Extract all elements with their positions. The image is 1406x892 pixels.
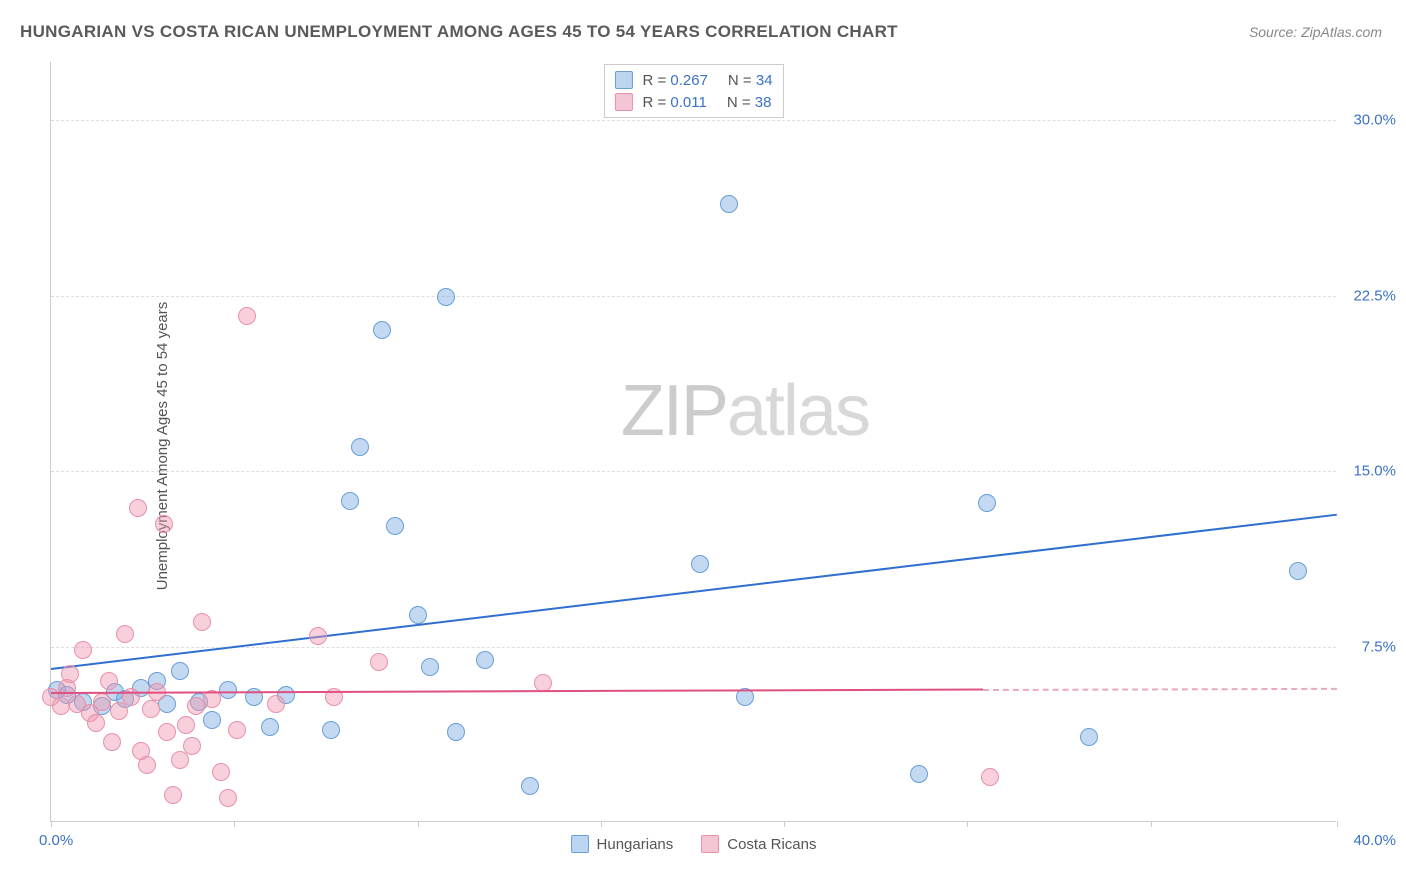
series-legend-label: Hungarians (597, 836, 674, 853)
data-point (228, 721, 246, 739)
series-legend-item: Costa Ricans (701, 835, 816, 853)
data-point (267, 695, 285, 713)
data-point (177, 716, 195, 734)
series-legend-item: Hungarians (571, 835, 674, 853)
legend-n-value: N = 38 (727, 94, 772, 111)
data-point (370, 653, 388, 671)
series-legend-label: Costa Ricans (727, 836, 816, 853)
data-point (261, 718, 279, 736)
data-point (183, 737, 201, 755)
data-point (309, 627, 327, 645)
data-point (74, 641, 92, 659)
gridline (51, 471, 1336, 472)
legend-row: R = 0.011 N = 38 (614, 91, 772, 113)
data-point (164, 786, 182, 804)
legend-r-value: R = 0.011 (642, 94, 706, 111)
y-tick-label: 15.0% (1341, 463, 1396, 480)
data-point (93, 693, 111, 711)
data-point (100, 672, 118, 690)
data-point (116, 625, 134, 643)
data-point (142, 700, 160, 718)
data-point (52, 697, 70, 715)
x-tick-mark (234, 821, 235, 827)
trend-line (51, 689, 983, 695)
y-tick-label: 7.5% (1341, 638, 1396, 655)
data-point (203, 711, 221, 729)
data-point (1080, 728, 1098, 746)
x-tick-mark (418, 821, 419, 827)
data-point (193, 613, 211, 631)
data-point (322, 721, 340, 739)
data-point (110, 702, 128, 720)
legend-r-value: R = 0.267 (642, 72, 707, 89)
data-point (171, 751, 189, 769)
legend-swatch (701, 835, 719, 853)
chart-title: HUNGARIAN VS COSTA RICAN UNEMPLOYMENT AM… (20, 22, 898, 42)
data-point (171, 662, 189, 680)
data-point (219, 789, 237, 807)
series-legend: Hungarians Costa Ricans (571, 835, 817, 853)
gridline (51, 120, 1336, 121)
source-attribution: Source: ZipAtlas.com (1249, 24, 1382, 40)
trend-line (983, 688, 1337, 691)
x-tick-mark (601, 821, 602, 827)
data-point (238, 307, 256, 325)
data-point (691, 555, 709, 573)
x-tick-mark (1151, 821, 1152, 827)
x-axis-max-label: 40.0% (1341, 832, 1396, 849)
data-point (373, 321, 391, 339)
data-point (155, 515, 173, 533)
data-point (138, 756, 156, 774)
data-point (409, 606, 427, 624)
data-point (103, 733, 121, 751)
data-point (720, 195, 738, 213)
data-point (341, 492, 359, 510)
data-point (978, 494, 996, 512)
x-tick-mark (784, 821, 785, 827)
gridline (51, 296, 1336, 297)
data-point (437, 288, 455, 306)
data-point (521, 777, 539, 795)
data-point (87, 714, 105, 732)
legend-row: R = 0.267 N = 34 (614, 69, 772, 91)
legend-n-value: N = 34 (728, 72, 773, 89)
y-tick-label: 30.0% (1341, 112, 1396, 129)
data-point (981, 768, 999, 786)
data-point (158, 723, 176, 741)
data-point (386, 517, 404, 535)
data-point (129, 499, 147, 517)
data-point (447, 723, 465, 741)
x-axis-origin-label: 0.0% (39, 832, 73, 849)
legend-swatch (614, 93, 632, 111)
correlation-legend: R = 0.267 N = 34 R = 0.011 N = 38 (603, 64, 783, 118)
data-point (61, 665, 79, 683)
plot-area: ZIPatlas R = 0.267N = 34R = 0.011N = 38 … (50, 62, 1336, 822)
data-point (219, 681, 237, 699)
data-point (910, 765, 928, 783)
data-point (1289, 562, 1307, 580)
x-tick-mark (1337, 821, 1338, 827)
y-tick-label: 22.5% (1341, 287, 1396, 304)
data-point (212, 763, 230, 781)
watermark: ZIPatlas (621, 370, 869, 452)
data-point (476, 651, 494, 669)
legend-swatch (614, 71, 632, 89)
data-point (351, 438, 369, 456)
data-point (421, 658, 439, 676)
legend-swatch (571, 835, 589, 853)
x-tick-mark (51, 821, 52, 827)
x-tick-mark (967, 821, 968, 827)
